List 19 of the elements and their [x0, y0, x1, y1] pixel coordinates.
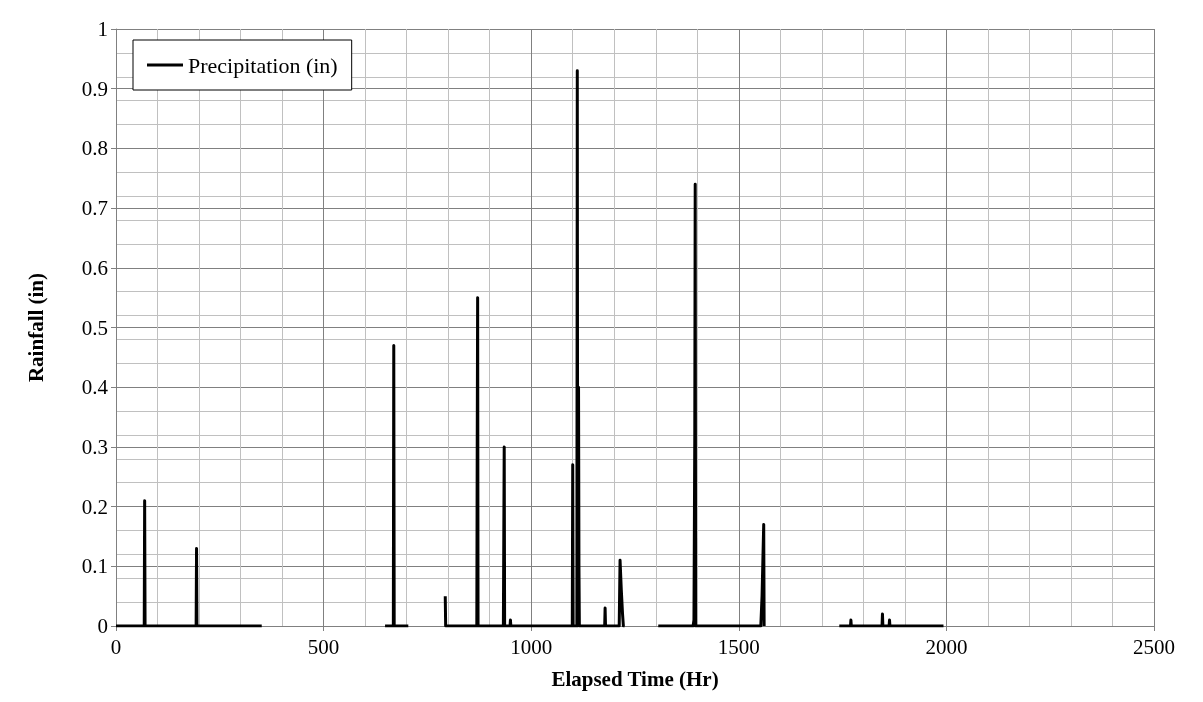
- y-tick-label: 0.4: [81, 375, 109, 400]
- legend-label: Precipitation (in): [188, 52, 338, 78]
- y-tick-label: 0: [97, 614, 108, 638]
- x-tick-label: 2500: [1133, 634, 1175, 659]
- x-tick-label: 2000: [925, 634, 968, 659]
- y-tick-label: 0.1: [81, 554, 108, 579]
- y-tick-label: 0.6: [81, 255, 108, 280]
- y-tick-label: 0.3: [81, 434, 108, 459]
- x-tick-label: 1500: [717, 634, 760, 659]
- y-tick-label: 0.9: [81, 76, 108, 101]
- y-tick-label: 0.2: [81, 494, 108, 519]
- x-tick-label: 500: [307, 634, 340, 659]
- y-tick-label: 0.7: [81, 196, 108, 221]
- x-axis-title: Elapsed Time (Hr): [551, 666, 719, 691]
- y-tick-label: 0.8: [81, 136, 108, 161]
- y-tick-label: 0.5: [81, 315, 108, 340]
- x-tick-label: 1000: [510, 634, 553, 659]
- y-tick-label: 1: [97, 17, 108, 41]
- y-axis-title: Rainfall (in): [23, 272, 48, 383]
